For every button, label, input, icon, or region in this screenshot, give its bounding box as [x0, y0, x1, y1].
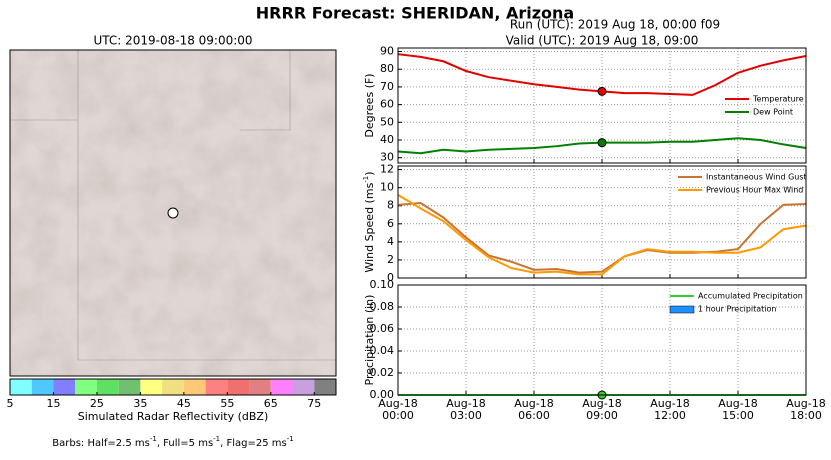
y-tick-label: 30 — [380, 151, 394, 164]
text-part: Barbs: Half=2.5 ms — [52, 438, 150, 449]
figure-title: HRRR Forecast: SHERIDAN, Arizona — [256, 4, 574, 23]
colorbar-tick-label: 65 — [264, 397, 278, 410]
colorbar-box — [314, 379, 336, 395]
valid-marker — [597, 86, 607, 96]
x-tick-label: Aug-18 15:00 — [718, 397, 757, 422]
map — [9, 49, 337, 377]
y-tick-label: 10 — [380, 181, 394, 194]
panel: 30 40 50 60 70 80 90 Degrees (F) Temperature Dew … — [363, 45, 807, 164]
colorbar-box — [10, 379, 32, 395]
legend-label: Accumulated Precipitation — [698, 292, 803, 301]
map-frame — [9, 49, 337, 377]
y-tick-label: 60 — [380, 98, 394, 111]
legend-label: Previous Hour Max Wind — [706, 186, 803, 195]
colorbar-tick-label: 5 — [7, 397, 14, 410]
y-tick-label: 0.02 — [370, 366, 395, 379]
y-tick-label: 12 — [380, 163, 394, 176]
x-tick-label: Aug-18 00:00 — [378, 397, 417, 422]
panel: 0 2 4 6 8 10 12 Wind Speed (ms-1) Instantaneous … — [362, 163, 807, 284]
colorbar-box — [31, 379, 54, 395]
panel-frame — [397, 165, 807, 279]
text-part: , Flag=25 ms — [220, 438, 287, 449]
superscript: -1 — [362, 176, 370, 183]
y-tick-label: 8 — [387, 199, 394, 212]
text-part: , Full=5 ms — [157, 438, 213, 449]
x-tick-label: Aug-18 09:00 — [582, 397, 621, 422]
y-tick-label: 0.06 — [370, 322, 395, 335]
text-part: Degrees (F) — [363, 73, 376, 137]
superscript: -1 — [213, 435, 220, 443]
y-tick-label: 0.10 — [370, 278, 395, 291]
legend-label: Instantaneous Wind Gust — [706, 173, 807, 182]
superscript: -1 — [150, 435, 157, 443]
colorbar-label: Simulated Radar Reflectivity (dBZ) — [78, 410, 269, 423]
colorbar-tick-label: 45 — [177, 397, 191, 410]
colorbar-tick-label: 75 — [307, 397, 321, 410]
colorbar-box — [140, 379, 163, 395]
y-tick-label: 6 — [387, 217, 394, 230]
panel-frame — [397, 284, 807, 396]
y-tick-label: 0.04 — [370, 344, 395, 357]
legend-swatch — [669, 305, 695, 314]
valid-marker — [597, 138, 607, 148]
y-axis-label: Precipitation (in) — [363, 295, 376, 386]
series-line — [397, 202, 807, 274]
legend-label: 1 hour Precipitation — [698, 305, 777, 314]
station-marker — [167, 207, 179, 219]
colorbar-box — [162, 379, 184, 395]
colorbar-box — [96, 379, 119, 395]
y-tick-label: 0 — [387, 271, 394, 284]
colorbar-box — [227, 379, 250, 395]
panel-frame — [397, 47, 807, 164]
colorbar-box — [53, 379, 76, 395]
map-title: UTC: 2019-08-18 09:00:00 — [93, 34, 252, 48]
series-line — [397, 194, 807, 276]
colorbar-tick-label: 15 — [46, 397, 60, 410]
colorbar-box — [249, 379, 271, 395]
legend-label: Dew Point — [753, 108, 793, 117]
colorbar-box — [118, 379, 141, 395]
run-label: Run (UTC): 2019 Aug 18, 00:00 f09 — [510, 18, 720, 32]
x-tick-label: Aug-18 06:00 — [514, 397, 553, 422]
y-tick-label: 2 — [387, 253, 394, 266]
barbs-note: Barbs: Half=2.5 ms-1, Full=5 ms-1, Flag=… — [52, 435, 293, 449]
colorbar-box — [270, 379, 293, 395]
valid-label: Valid (UTC): 2019 Aug 18, 09:00 — [506, 34, 699, 48]
legend-label: Temperature — [752, 95, 804, 104]
x-tick-label: Aug-18 03:00 — [446, 397, 485, 422]
colorbar-box — [292, 379, 315, 395]
colorbar-box — [75, 379, 97, 395]
colorbar-frame — [9, 378, 337, 396]
colorbar-box — [183, 379, 206, 395]
y-tick-label: 90 — [380, 45, 394, 58]
y-axis-label: Degrees (F) — [363, 73, 376, 137]
text-part: Precipitation (in) — [363, 295, 376, 386]
colorbar-tick-label: 55 — [220, 397, 234, 410]
y-tick-label: 50 — [380, 115, 394, 128]
x-tick-label: Aug-18 12:00 — [650, 397, 689, 422]
x-tick-label: Aug-18 18:00 — [786, 397, 825, 422]
map-boundary — [10, 50, 336, 361]
y-tick-label: 40 — [380, 133, 394, 146]
y-axis-label: Wind Speed (ms-1) — [362, 171, 376, 272]
colorbar-box — [205, 379, 228, 395]
y-tick-label: 0.08 — [370, 300, 395, 313]
text-part: Wind Speed (ms — [363, 182, 376, 272]
panel: 0.00 0.02 0.04 0.06 0.08 0.10 Aug-18 00:00 Aug-1… — [363, 278, 826, 422]
y-tick-label: 80 — [380, 62, 394, 75]
y-tick-label: 0.00 — [370, 388, 395, 401]
y-tick-label: 4 — [387, 235, 394, 248]
text-part: ) — [363, 171, 376, 175]
y-tick-label: 70 — [380, 80, 394, 93]
colorbar-tick-label: 35 — [133, 397, 147, 410]
superscript: -1 — [287, 435, 294, 443]
colorbar-tick-label: 25 — [90, 397, 104, 410]
